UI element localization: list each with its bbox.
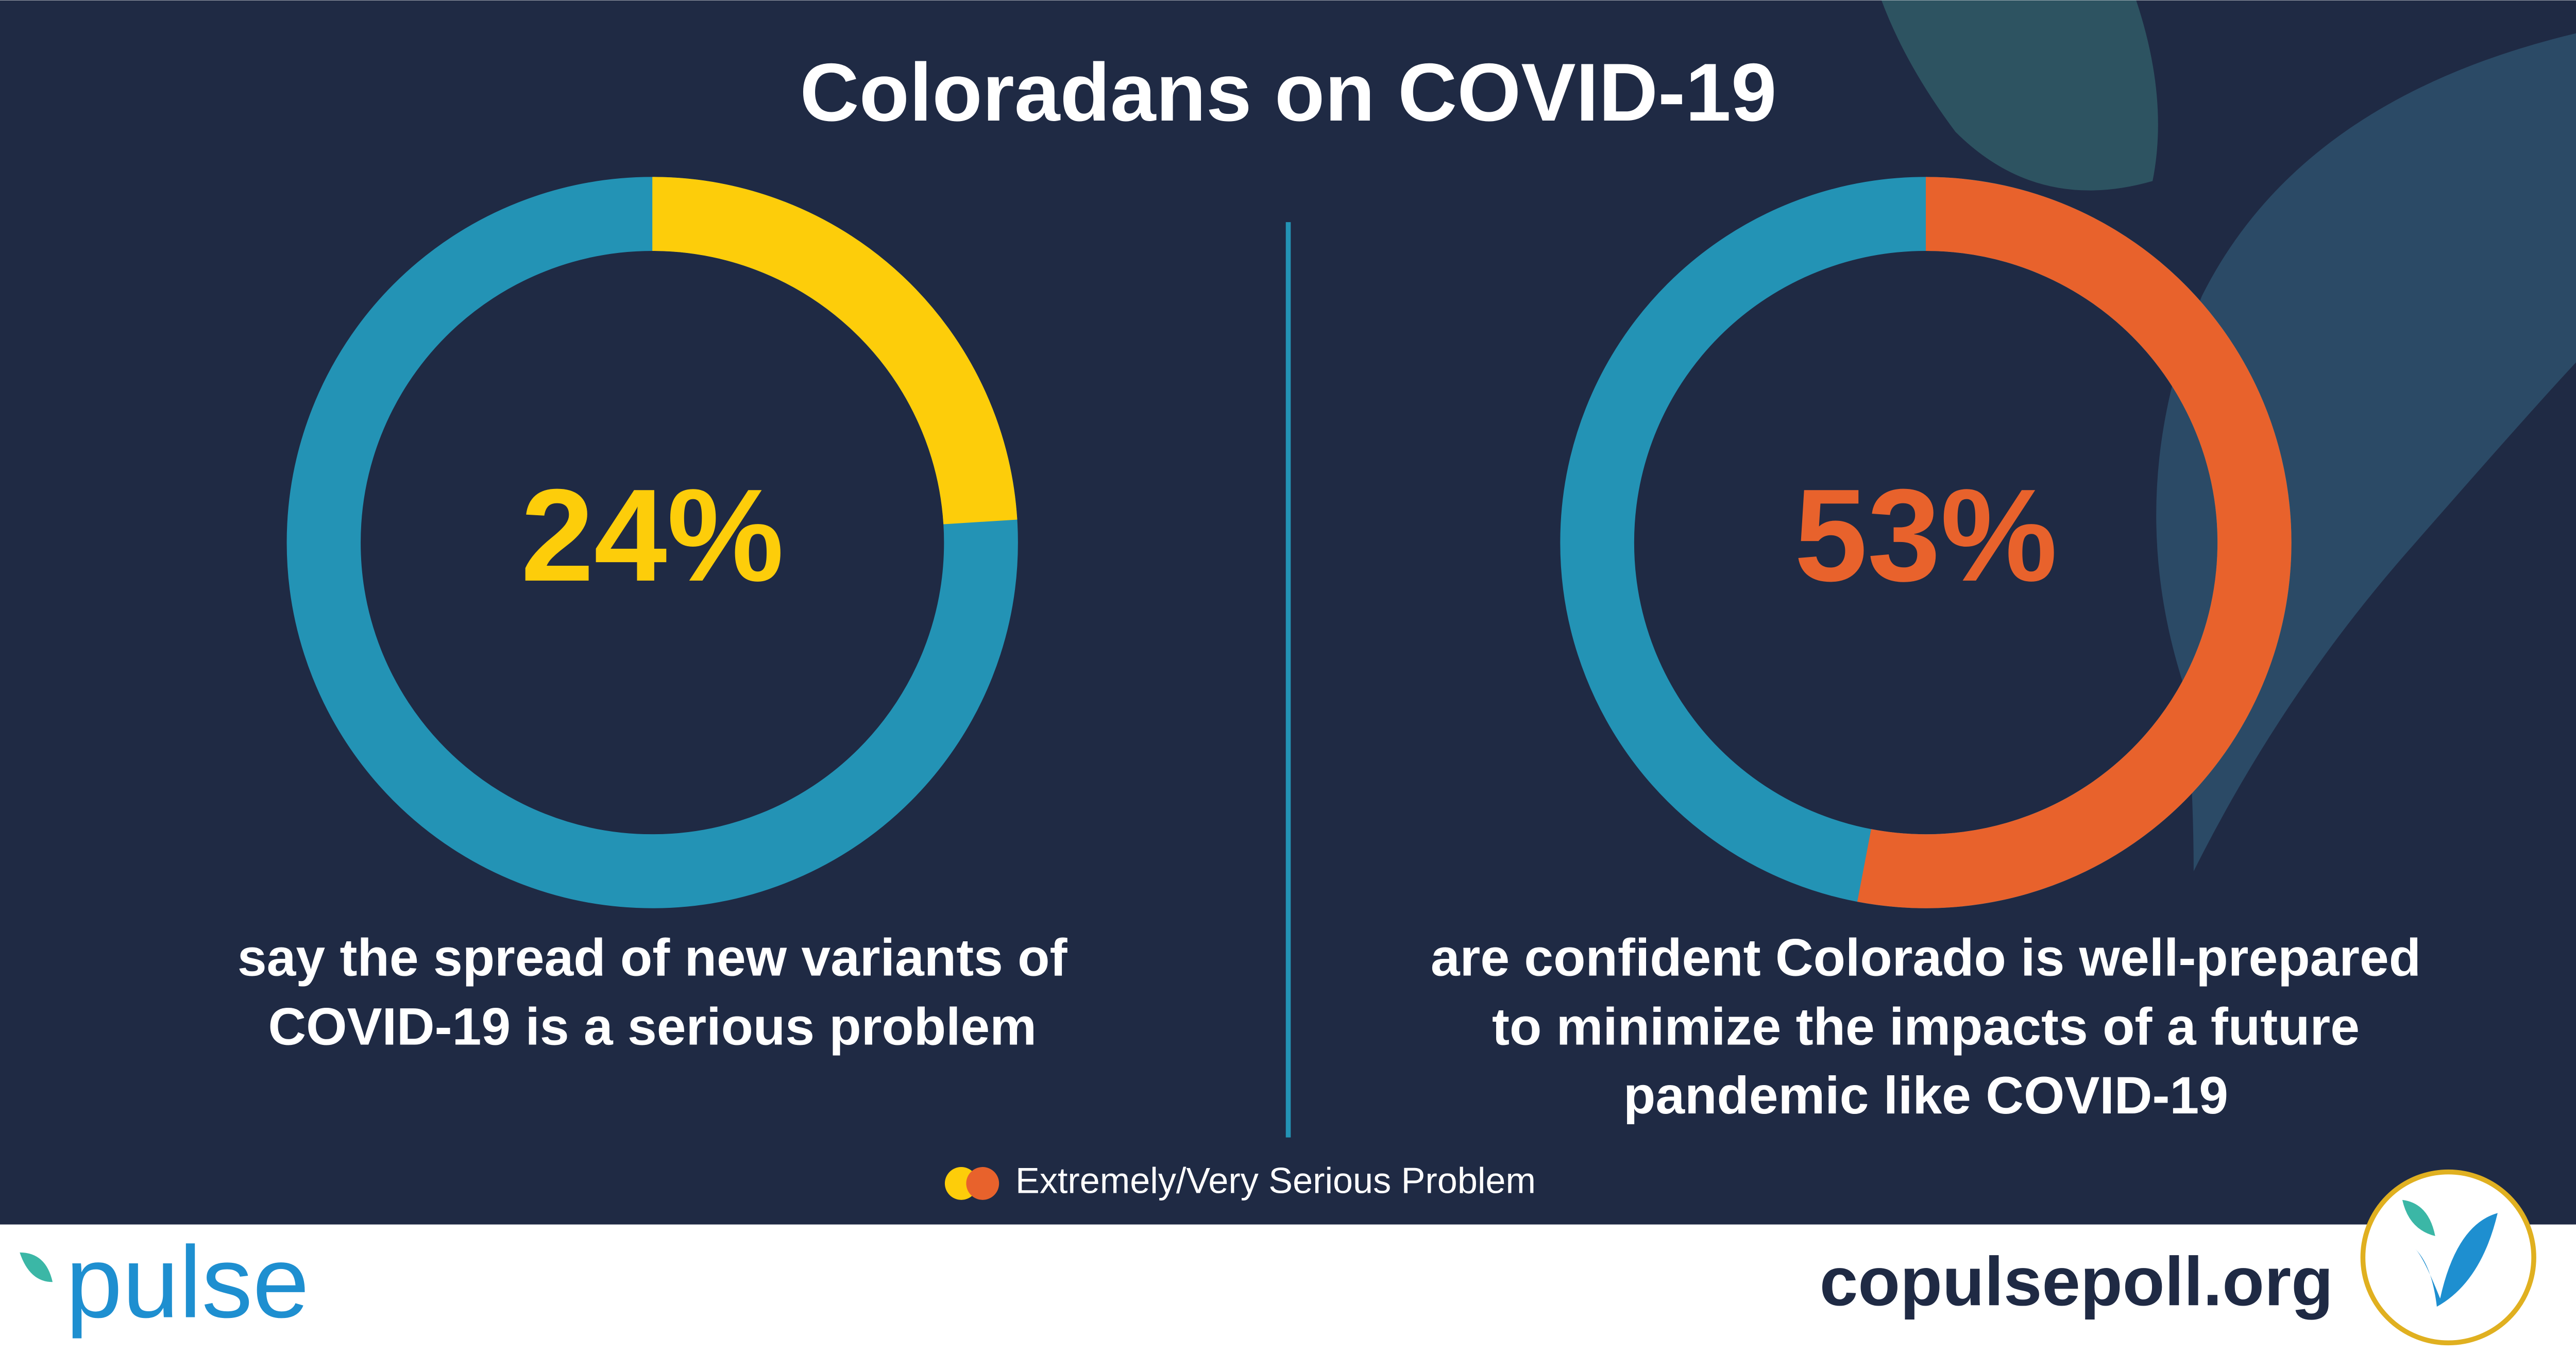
badge	[2360, 1169, 2536, 1346]
url: copulsepoll.org	[1820, 1243, 2333, 1320]
donut-segment	[1857, 177, 2292, 908]
badge-leaf	[2402, 1199, 2435, 1236]
legend-swatch	[966, 1167, 999, 1200]
logo-leaf	[20, 1252, 53, 1282]
caption: pandemic like COVID-19	[1623, 1066, 2228, 1125]
value-label: 24%	[521, 462, 784, 609]
footer-band	[0, 1224, 2576, 1353]
title: Coloradans on COVID-19	[800, 46, 1776, 138]
caption: to minimize the impacts of a future	[1492, 997, 2360, 1056]
caption: say the spread of new variants of	[238, 928, 1068, 987]
logo-text: pulse	[66, 1225, 310, 1339]
value-label: 53%	[1794, 462, 2058, 609]
caption: COVID-19 is a serious problem	[268, 997, 1037, 1056]
caption: are confident Colorado is well-prepared	[1431, 928, 2421, 987]
decor-leaf	[1881, 0, 2158, 191]
donut-segment	[652, 177, 1018, 525]
legend-label: Extremely/Very Serious Problem	[1015, 1160, 1536, 1200]
badge-leaf	[2415, 1213, 2498, 1307]
